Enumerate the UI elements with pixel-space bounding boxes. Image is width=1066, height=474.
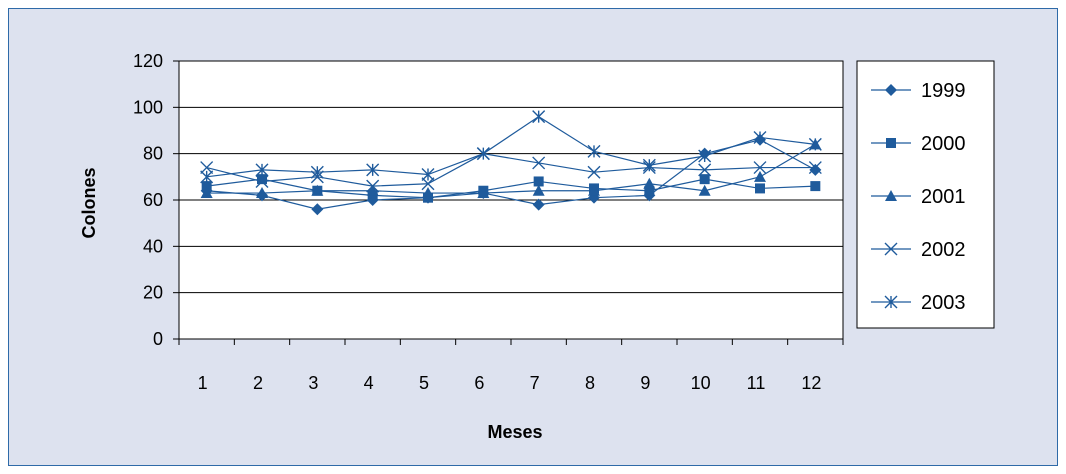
series-layer [200,110,822,216]
series-2001 [200,138,822,199]
data-point-2003 [476,147,490,161]
data-point-1999 [311,203,324,216]
y-tick-label: 120 [133,51,163,71]
y-tick-label: 60 [143,190,163,210]
x-tick-label: 6 [474,373,484,393]
y-tick-label: 40 [143,236,163,256]
x-tick-label: 4 [364,373,374,393]
data-point-1999 [532,198,545,211]
data-point-2003 [753,130,767,144]
data-point-2003 [808,137,822,151]
y-axis-title: Colones [79,167,99,238]
x-tick-label: 10 [691,373,711,393]
x-tick-label: 3 [308,373,318,393]
data-point-2001 [200,187,213,199]
data-point-2003 [532,110,546,124]
data-point-2003 [255,163,269,177]
series-2003 [200,110,822,184]
y-tick-label: 0 [153,329,163,349]
data-point-2002 [532,156,546,170]
data-point-2002 [698,163,712,177]
data-point-2002 [200,161,214,175]
y-tick-label: 100 [133,97,163,117]
data-point-2003 [642,158,656,172]
series-line-1999 [206,139,816,210]
series-line-2000 [206,178,816,199]
legend-label: 2002 [921,239,966,261]
y-axis: 0 20 40 60 80 100 120 [133,51,179,349]
chart-frame: 1 2 3 4 5 6 7 8 9 10 11 12 0 20 40 60 80 100 120 Colones … [8,8,1058,466]
x-tick-label: 1 [198,373,208,393]
legend-label: 2000 [921,133,966,155]
data-point-2001 [532,184,545,196]
series-line-2001 [206,143,816,194]
series-line-2003 [206,115,816,178]
legend-marker-2001 [885,190,897,201]
x-tick-label: 2 [253,373,263,393]
x-axis: 1 2 3 4 5 6 7 8 9 10 11 12 [178,339,844,393]
data-point-2001 [256,187,268,199]
data-point-2001 [643,177,656,189]
data-point-2000 [533,176,544,187]
gridlines [179,106,843,294]
series-2002 [200,147,822,193]
data-point-2001 [422,187,434,199]
data-point-2003 [421,168,435,182]
legend-marker-2000 [886,138,896,148]
x-tick-label: 9 [640,373,650,393]
y-tick-label: 20 [143,283,163,303]
data-point-2000 [644,185,655,196]
data-point-2003 [698,149,712,163]
x-tick-label: 5 [419,373,429,393]
data-point-2003 [200,170,214,184]
data-point-2003 [310,165,324,179]
data-point-2001 [477,187,490,199]
x-tick-label: 12 [801,373,821,393]
data-point-2000 [699,174,710,185]
data-point-2001 [754,170,766,182]
data-point-2001 [311,184,324,196]
data-point-2000 [755,183,765,194]
x-tick-label: 11 [747,373,766,393]
data-point-2000 [810,181,821,192]
legend-item-1999: 1999 [871,80,966,102]
data-point-2002 [366,179,380,193]
data-point-2000 [201,181,212,192]
legend-marker-2002 [884,242,898,256]
x-tick-label: 7 [530,373,540,393]
data-point-2002 [587,165,601,179]
data-point-2002 [421,177,435,191]
data-point-2003 [587,144,601,158]
legend-item-2001: 2001 [871,186,966,208]
legend-label: 1999 [921,80,966,102]
series-line-2002 [206,153,816,187]
data-point-2002 [753,161,767,175]
data-point-2000 [257,174,267,185]
data-point-1999 [809,163,822,176]
legend: 1999 2000 2001 2002 2003 [856,60,995,329]
legend-marker-2003 [884,295,898,309]
data-point-2001 [698,184,711,196]
legend-item-2003: 2003 [871,292,966,314]
data-point-2001 [366,184,379,196]
data-point-2002 [808,161,822,175]
legend-box [856,60,995,329]
data-point-2001 [588,184,600,196]
legend-label: 2003 [921,292,966,314]
legend-item-2000: 2000 [871,133,966,155]
legend-marker-1999 [885,84,897,96]
legend-item-2002: 2002 [871,239,966,261]
y-tick-label: 80 [143,144,163,164]
legend-label: 2001 [921,186,966,208]
data-point-2002 [255,174,269,188]
data-point-2003 [366,163,380,177]
x-axis-title: Meses [487,422,542,442]
x-tick-label: 8 [585,373,595,393]
